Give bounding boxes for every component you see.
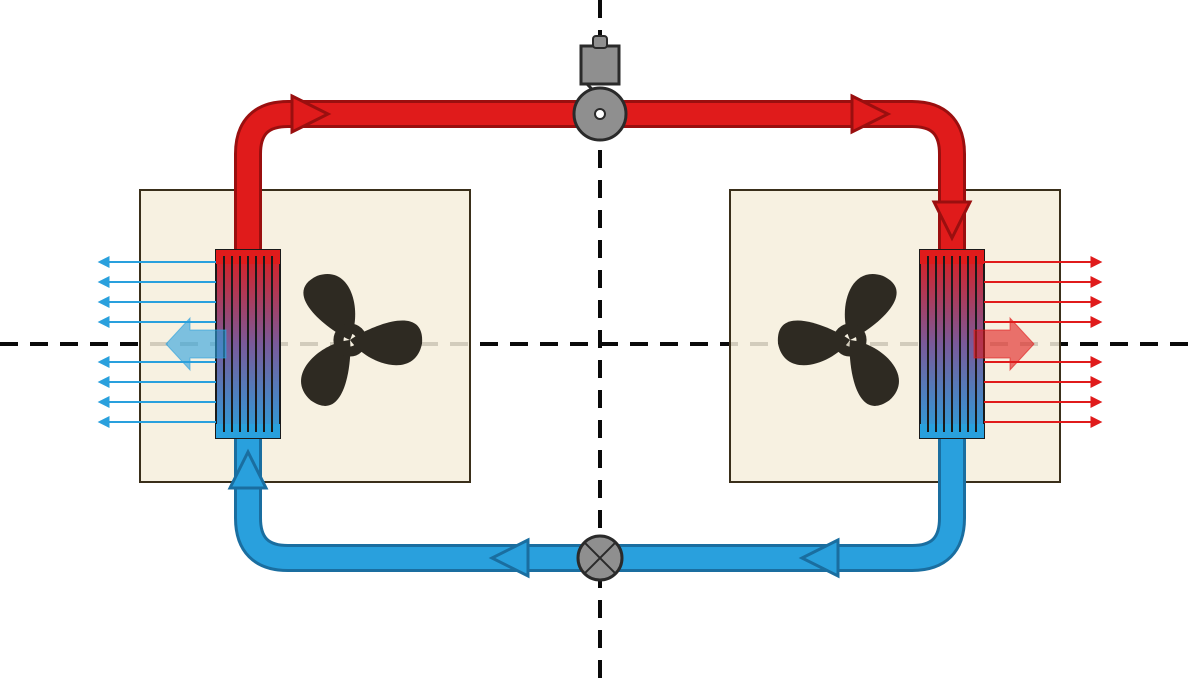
compressor-motor-icon [581,46,619,84]
compressor-hub-icon [595,109,605,119]
compressor-shaft-icon [593,36,607,48]
